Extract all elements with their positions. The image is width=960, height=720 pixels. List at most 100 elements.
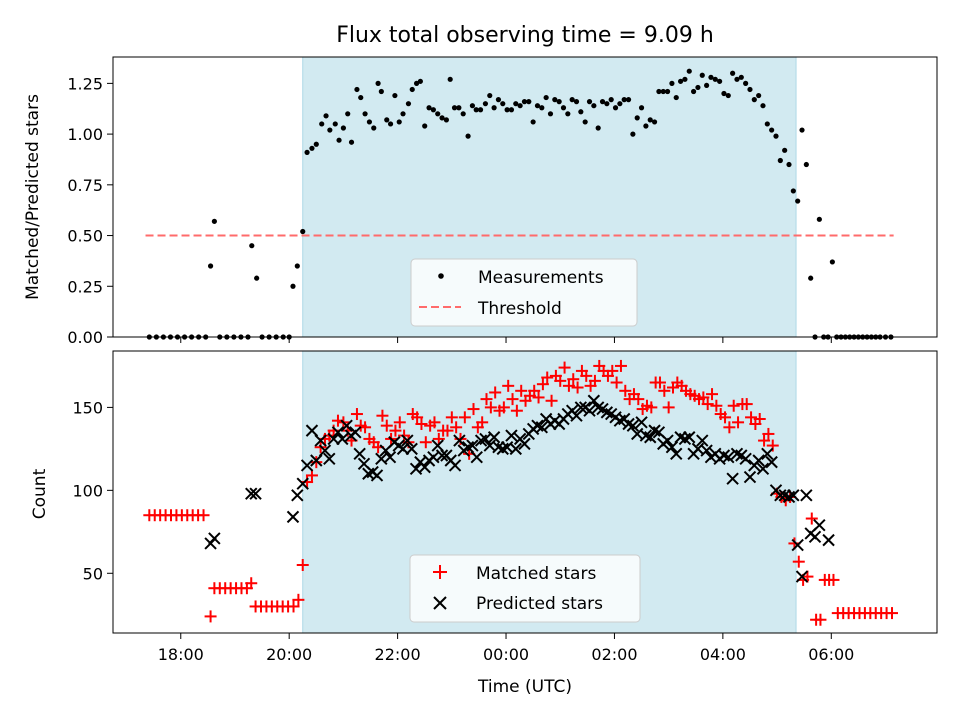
- bottom-y-tick-label: 100: [72, 481, 103, 500]
- measurement-point: [435, 111, 441, 117]
- measurement-point: [717, 78, 723, 84]
- measurement-point: [764, 121, 770, 127]
- predicted-star-point: [670, 447, 683, 461]
- predicted-star-point: [683, 431, 696, 444]
- predicted-star-point: [336, 432, 349, 446]
- predicted-star-point: [761, 447, 774, 461]
- predicted-star-point: [644, 431, 657, 444]
- matched-star-point: [710, 399, 723, 412]
- measurement-point: [829, 259, 835, 265]
- matched-star-point: [506, 393, 519, 406]
- matched-star-point: [458, 411, 471, 424]
- predicted-star-point: [418, 460, 431, 474]
- measurement-point: [384, 117, 390, 123]
- matched-star-point: [389, 424, 402, 437]
- measurement-point: [803, 161, 809, 168]
- measurement-point: [556, 99, 562, 105]
- bottom-y-tick-label: 50: [83, 564, 103, 583]
- measurement-point: [699, 72, 705, 78]
- matched-star-point: [536, 378, 549, 391]
- predicted-star-point: [383, 450, 397, 464]
- measurement-point: [630, 131, 636, 137]
- matched-star-point: [296, 558, 309, 571]
- predicted-star-point: [700, 444, 713, 457]
- bottom-legend: Matched stars Predicted stars: [409, 554, 641, 623]
- bottom-axes-frame: [112, 350, 938, 634]
- top-legend: Measurements Threshold: [410, 258, 638, 327]
- measurement-point: [348, 139, 355, 145]
- x-tick-label: 06:00: [808, 645, 854, 664]
- matched-star-point: [558, 361, 571, 374]
- matched-star-point: [415, 417, 428, 430]
- predicted-star-point: [765, 455, 778, 469]
- matched-star-points: [143, 359, 899, 626]
- measurement-point: [460, 111, 466, 117]
- top-y-tick-label: 1.25: [67, 74, 103, 93]
- predicted-star-point: [310, 454, 323, 467]
- measurement-point: [456, 105, 462, 111]
- top-axis-ticks: 0.00 0.25 0.50 0.75 1.00 1.25: [67, 74, 832, 347]
- matched-star-point: [450, 421, 463, 434]
- measurement-point: [738, 74, 744, 80]
- measurement-point: [560, 105, 567, 111]
- matched-star-point: [614, 359, 627, 372]
- measurement-point: [543, 94, 549, 101]
- matched-star-point: [745, 411, 758, 424]
- matched-star-point: [428, 416, 441, 429]
- matched-star-point: [554, 374, 567, 387]
- predicted-star-point: [535, 421, 549, 434]
- top-y-tick-label: 0.75: [67, 176, 103, 195]
- measurement-point: [734, 76, 740, 82]
- measurement-point: [254, 275, 260, 281]
- measurement-points: [146, 68, 894, 340]
- measurement-point: [207, 263, 214, 269]
- predicted-star-point: [808, 530, 822, 543]
- measurement-point: [751, 97, 757, 103]
- measurement-point: [375, 80, 381, 86]
- measurement-point: [747, 86, 753, 93]
- measurement-point: [371, 125, 377, 131]
- measurement-point: [294, 263, 300, 269]
- measurement-point: [417, 78, 423, 84]
- measurement-point: [808, 275, 814, 281]
- measurement-point: [690, 88, 697, 95]
- matched-star-point: [287, 600, 300, 613]
- top-axes-frame: [112, 56, 938, 338]
- predicted-star-point: [574, 401, 588, 414]
- measurement-point: [366, 119, 373, 125]
- x-tick-label: 00:00: [483, 645, 529, 664]
- predicted-star-point: [296, 477, 309, 490]
- measurement-point: [777, 157, 783, 164]
- matched-legend-marker: [433, 565, 447, 579]
- predicted-star-point: [448, 459, 462, 472]
- matched-star-point: [502, 379, 515, 392]
- matched-star-point: [204, 610, 217, 623]
- matched-star-point: [762, 427, 775, 440]
- measurement-point: [816, 216, 822, 222]
- measurement-point: [769, 127, 775, 133]
- legend-measurements: Measurements: [478, 268, 604, 288]
- predicted-star-point: [431, 439, 444, 452]
- predicted-star-point: [323, 452, 336, 466]
- measurement-point: [686, 68, 692, 74]
- measurement-point: [651, 119, 658, 125]
- measurement-point: [578, 109, 584, 115]
- predicted-star-point: [518, 437, 531, 451]
- measurement-point: [656, 88, 662, 95]
- predicted-star-point: [626, 419, 640, 432]
- matched-star-point: [814, 613, 827, 626]
- measurement-point: [340, 125, 346, 131]
- matched-star-point: [411, 411, 424, 424]
- measurement-point: [495, 97, 502, 103]
- predicted-star-point: [353, 447, 366, 461]
- measurement-point: [565, 111, 571, 117]
- bottom-axis-ticks: 50 100 150 18:00 20:00 22:00 00:00 02:00 04:00 06…: [72, 398, 854, 664]
- matched-star-point: [792, 555, 805, 568]
- predicted-star-point: [349, 426, 362, 439]
- measurement-point: [664, 88, 671, 95]
- matched-star-point: [480, 393, 493, 406]
- measurement-point: [477, 107, 484, 113]
- matched-star-point: [662, 401, 675, 414]
- measurement-point: [725, 92, 731, 99]
- predicted-star-point: [314, 434, 327, 447]
